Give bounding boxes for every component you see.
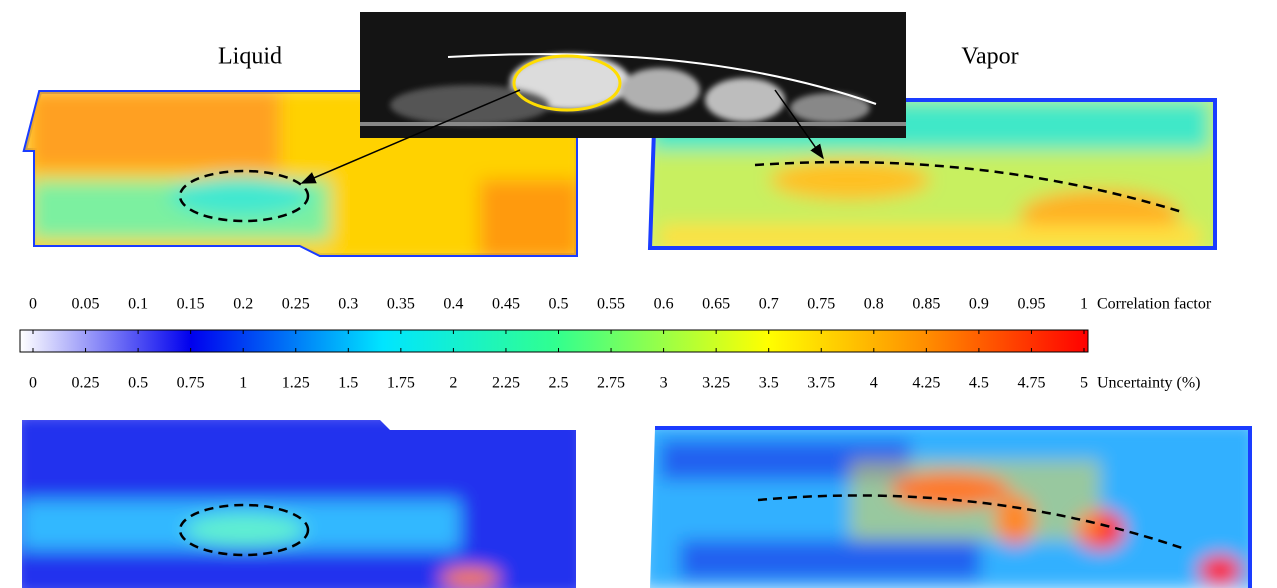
arrows (300, 89, 824, 184)
tick-label: 0.8 (864, 296, 884, 313)
tick-label: 0.4 (443, 296, 463, 313)
tick-label: 0.25 (282, 296, 310, 313)
tick-label: 0.5 (128, 375, 148, 392)
tick-label: 0.3 (338, 296, 358, 313)
tick-label: 5 (1080, 375, 1088, 392)
colorbar-label: Correlation factor (1097, 296, 1212, 313)
tick-label: 0 (29, 296, 37, 313)
tick-label: 2.75 (597, 375, 625, 392)
tick-label: 2.5 (549, 375, 569, 392)
tick-label: 4.25 (912, 375, 940, 392)
tick-label: 0.85 (912, 296, 940, 313)
tick-label: 0.05 (72, 296, 100, 313)
tick-label: 0.95 (1017, 296, 1045, 313)
tick-label: 0.65 (702, 296, 730, 313)
tick-label: 0.35 (387, 296, 415, 313)
tick-label: 1.75 (387, 375, 415, 392)
colorbar (19, 329, 1089, 353)
tick-label: 0.75 (177, 375, 205, 392)
tick-label: 0.7 (759, 296, 779, 313)
annotations (178, 160, 1183, 557)
tick-label: 0.1 (128, 296, 148, 313)
colorbar-label: Uncertainty (%) (1097, 375, 1201, 392)
tick-label: 1.5 (338, 375, 358, 392)
tick-label: 0.55 (597, 296, 625, 313)
tick-label: 0.25 (72, 375, 100, 392)
tick-label: 0.9 (969, 296, 989, 313)
tick-label: 1 (1080, 296, 1088, 313)
tick-label: 0 (29, 375, 37, 392)
tick-label: 0.5 (549, 296, 569, 313)
tick-label: 0.45 (492, 296, 520, 313)
tick-label: 2 (449, 375, 457, 392)
tick-label: 0.2 (233, 296, 253, 313)
photo-inset (360, 12, 906, 138)
tick-label: 4.75 (1017, 375, 1045, 392)
vapor-uncertainty-map (650, 426, 1252, 588)
tick-label: 3.5 (759, 375, 779, 392)
tick-label: 2.25 (492, 375, 520, 392)
tick-label: 0.75 (807, 296, 835, 313)
liquid-uncertainty-map (22, 420, 576, 588)
tick-label: 0.15 (177, 296, 205, 313)
tick-label: 1 (239, 375, 247, 392)
tick-label: 3 (660, 375, 668, 392)
tick-label: 1.25 (282, 375, 310, 392)
tick-label: 3.25 (702, 375, 730, 392)
tick-label: 3.75 (807, 375, 835, 392)
panel-title: Liquid (218, 44, 282, 70)
tick-label: 4.5 (969, 375, 989, 392)
panel-title: Vapor (961, 44, 1018, 70)
tick-label: 0.6 (654, 296, 674, 313)
tick-label: 4 (870, 375, 878, 392)
